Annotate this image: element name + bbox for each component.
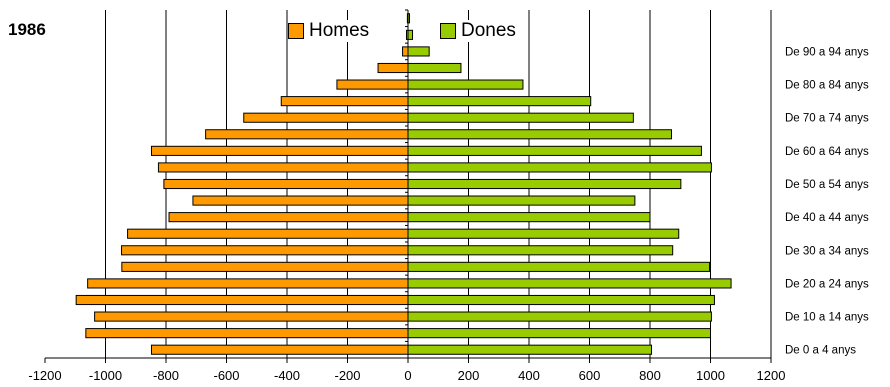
category-label-0: De 0 a 4 anys: [785, 345, 856, 357]
bar-homes-14: [243, 112, 409, 123]
x-tick-label-800: 800: [639, 368, 661, 383]
bar-homes-13: [205, 129, 409, 140]
bar-homes-1: [85, 328, 409, 339]
bar-dones-7: [407, 228, 680, 239]
bar-dones-4: [407, 278, 732, 289]
legend-label-dones: Dones: [461, 20, 516, 41]
x-tick-label--200: -200: [334, 368, 360, 383]
x-tick-label-1000: 1000: [696, 368, 725, 383]
bar-dones-10: [407, 178, 682, 190]
legend-item-dones: Dones: [440, 20, 516, 42]
x-tick-label-1200: 1200: [757, 368, 786, 383]
legend-label-homes: Homes: [309, 20, 370, 41]
bar-dones-0: [407, 344, 653, 355]
category-label-16: De 80 a 84 anys: [785, 80, 869, 92]
bar-homes-15: [280, 96, 409, 107]
bar-dones-18: [407, 46, 430, 57]
bar-dones-6: [407, 245, 674, 256]
bar-homes-16: [336, 79, 409, 90]
bar-homes-9: [192, 195, 409, 206]
category-label-4: De 20 a 24 anys: [785, 278, 869, 290]
bar-homes-11: [157, 162, 409, 173]
bar-dones-19: [407, 29, 414, 40]
category-label-10: De 50 a 54 anys: [785, 179, 869, 191]
bar-dones-11: [407, 162, 712, 173]
x-tick-label--400: -400: [274, 368, 300, 383]
x-tick-label-0: 0: [404, 368, 411, 383]
bar-dones-8: [407, 212, 651, 223]
bar-homes-12: [150, 145, 409, 156]
bar-dones-5: [407, 261, 711, 272]
x-tick-label-400: 400: [518, 368, 540, 383]
x-tick-label-200: 200: [458, 368, 480, 383]
bar-homes-17: [377, 62, 409, 74]
category-label-8: De 40 a 44 anys: [785, 212, 869, 224]
chart-title: 1986: [8, 20, 46, 39]
legend-swatch-homes: [288, 23, 304, 39]
bar-homes-10: [163, 178, 409, 190]
bar-dones-15: [407, 96, 592, 107]
bar-dones-12: [407, 145, 702, 156]
bar-homes-0: [150, 344, 409, 355]
legend-item-homes: Homes: [288, 20, 370, 42]
x-tick-label-600: 600: [579, 368, 601, 383]
x-tick-label--1200: -1200: [28, 368, 61, 383]
x-tick-label--600: -600: [213, 368, 239, 383]
bar-dones-14: [407, 112, 634, 123]
category-label-6: De 30 a 34 anys: [785, 245, 869, 257]
x-tick-label--1000: -1000: [89, 368, 122, 383]
bar-dones-16: [407, 79, 524, 90]
bar-dones-1: [407, 328, 711, 339]
bar-homes-2: [94, 311, 409, 322]
bar-homes-4: [87, 278, 409, 289]
bar-homes-7: [127, 228, 409, 239]
bar-homes-3: [75, 294, 409, 306]
bar-dones-17: [407, 62, 462, 74]
category-label-2: De 10 a 14 anys: [785, 312, 869, 324]
category-label-18: De 90 a 94 anys: [785, 46, 869, 58]
bar-homes-6: [121, 245, 409, 256]
bar-dones-2: [407, 311, 712, 322]
bar-homes-8: [168, 212, 409, 223]
bar-dones-3: [407, 294, 715, 306]
bar-homes-5: [121, 261, 409, 272]
category-label-12: De 60 a 64 anys: [785, 146, 869, 158]
legend-swatch-dones: [440, 23, 456, 39]
category-label-14: De 70 a 74 anys: [785, 113, 869, 125]
bar-dones-13: [407, 129, 672, 140]
bar-dones-9: [407, 195, 636, 206]
bar-homes-18: [402, 46, 409, 57]
x-tick-label--800: -800: [153, 368, 179, 383]
